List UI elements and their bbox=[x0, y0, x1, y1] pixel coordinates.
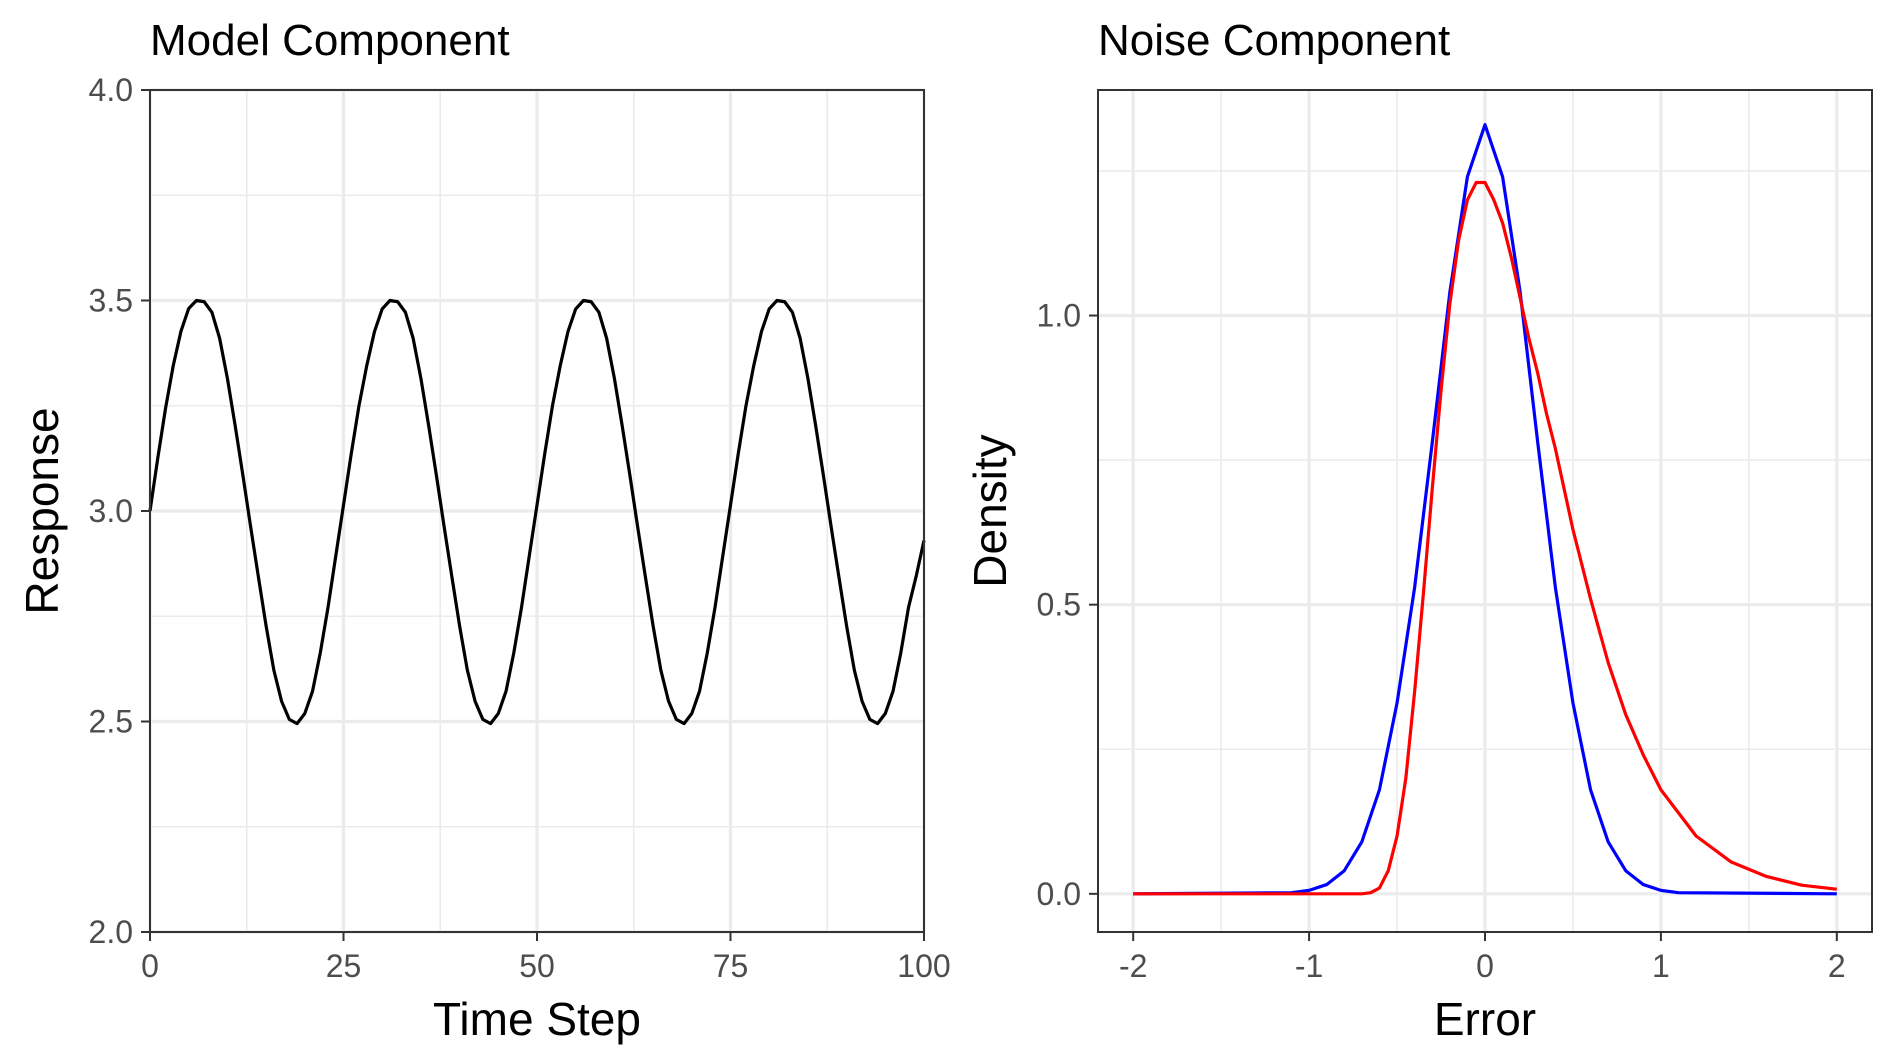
noise-component-series bbox=[1133, 123, 1838, 896]
model-component-y-tick-label: 3.0 bbox=[89, 493, 133, 529]
noise-component-y-tick-label: 0.5 bbox=[1037, 587, 1081, 623]
model-component-panel: Model Component 0 25 50 75 100 2.0 2.5 3.0 3.5 4.… bbox=[16, 16, 951, 1045]
model-component-series bbox=[148, 298, 926, 726]
noise-component-gridlines bbox=[1098, 90, 1872, 932]
model-component-ticks: 0 25 50 75 100 2.0 2.5 3.0 3.5 4.0 bbox=[89, 72, 951, 984]
model-component-x-axis-title: Time Step bbox=[433, 993, 641, 1045]
model-component-y-tick-label: 3.5 bbox=[89, 283, 133, 319]
model-component-y-tick-label: 2.5 bbox=[89, 704, 133, 740]
noise-component-x-axis-title: Error bbox=[1434, 993, 1536, 1045]
noise-component-x-tick-label: -2 bbox=[1119, 948, 1147, 984]
noise-component-y-axis-title: Density bbox=[964, 434, 1016, 587]
model-component-y-tick-label: 2.0 bbox=[89, 914, 133, 950]
model-component-x-tick-label: 75 bbox=[713, 948, 749, 984]
noise-component-title: Noise Component bbox=[1098, 16, 1450, 65]
model-component-y-axis-title: Response bbox=[16, 407, 68, 614]
noise-component-y-tick-label: 0.0 bbox=[1037, 876, 1081, 912]
model-component-x-tick-label: 25 bbox=[326, 948, 362, 984]
noise-component-ticks: -2 -1 0 1 2 0.0 0.5 1.0 bbox=[1037, 298, 1846, 984]
model-component-title: Model Component bbox=[150, 16, 510, 65]
model-component-y-tick-label: 4.0 bbox=[89, 72, 133, 108]
noise-component-series-line-2 bbox=[1133, 180, 1838, 896]
noise-component-x-tick-label: 2 bbox=[1828, 948, 1846, 984]
model-component-x-tick-label: 100 bbox=[897, 948, 950, 984]
noise-component-panel: Noise Component -2 -1 0 1 2 0.0 0.5 1.0 Error D… bbox=[964, 16, 1873, 1045]
noise-component-x-tick-label: 1 bbox=[1652, 948, 1670, 984]
model-component-x-tick-label: 0 bbox=[141, 948, 159, 984]
model-component-x-tick-label: 50 bbox=[519, 948, 555, 984]
model-component-series-line-1 bbox=[148, 298, 926, 726]
noise-component-x-tick-label: 0 bbox=[1476, 948, 1494, 984]
noise-component-y-tick-label: 1.0 bbox=[1037, 298, 1081, 334]
noise-component-x-tick-label: -1 bbox=[1295, 948, 1323, 984]
noise-component-series-line-1 bbox=[1133, 123, 1837, 896]
